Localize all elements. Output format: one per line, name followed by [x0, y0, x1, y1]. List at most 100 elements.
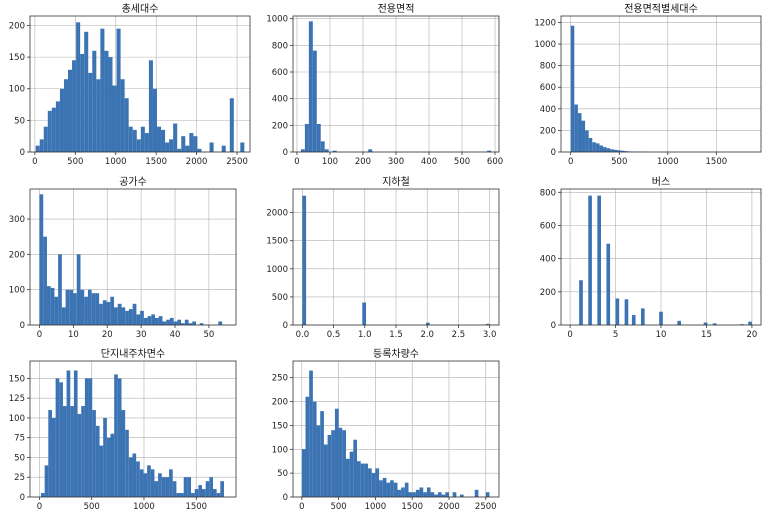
y-tick-label: 50 — [277, 469, 288, 479]
histogram-bar — [302, 195, 307, 325]
histogram-bar — [63, 79, 69, 152]
histogram-bar — [304, 124, 309, 152]
histogram-bar — [76, 254, 81, 325]
histogram-bar — [65, 289, 70, 325]
histogram-bar — [181, 323, 185, 325]
histogram-bar — [169, 469, 173, 497]
histogram-bar — [152, 88, 157, 152]
y-tick-label: 150 — [9, 374, 25, 384]
y-tick-label: 1000 — [266, 265, 288, 275]
histogram-bar — [55, 378, 60, 497]
histogram-bar — [92, 410, 96, 497]
histogram-bar — [189, 133, 194, 152]
histogram-bar — [165, 477, 170, 497]
histogram-bar — [426, 487, 431, 497]
histogram-bar — [331, 430, 335, 497]
x-tick-label: 2500 — [226, 157, 248, 167]
histogram-panel-4: 0 10 20 30 40 50 0 100 200 300 공가수 — [9, 176, 237, 340]
axes-frame — [29, 15, 251, 153]
histogram-bar — [73, 370, 78, 497]
histogram-bar — [677, 320, 681, 325]
y-tick-label: 200 — [272, 398, 288, 408]
histogram-bar — [106, 437, 111, 497]
histogram-bar — [316, 124, 321, 152]
histogram-bar — [143, 473, 148, 497]
histogram-bar — [128, 309, 133, 325]
x-tick-label: 1.0 — [358, 330, 372, 340]
histogram-bar — [125, 310, 129, 325]
x-tick-label: 1000 — [657, 157, 679, 167]
histogram-bar — [425, 322, 430, 325]
y-tick-label: 0 — [20, 321, 25, 331]
histogram-bar — [606, 243, 611, 325]
histogram-bar — [106, 302, 111, 325]
histogram-bar — [390, 480, 394, 497]
histogram-bar — [169, 317, 174, 325]
y-tick-label: 0 — [283, 148, 288, 158]
histogram-bar — [158, 316, 163, 325]
histogram-bar — [112, 85, 117, 152]
histogram-bar — [114, 374, 118, 497]
histogram-bar — [61, 307, 66, 325]
histogram-bar — [199, 323, 204, 325]
histogram-bar — [212, 489, 217, 497]
histogram-bar — [103, 417, 107, 497]
x-tick-label: 500 — [67, 157, 83, 167]
histogram-bar — [323, 444, 328, 497]
x-tick-label: 200 — [355, 157, 371, 167]
histogram-bar — [312, 50, 317, 152]
histogram-bar — [300, 149, 305, 152]
histogram-bar — [617, 150, 621, 152]
histogram-bar — [184, 319, 189, 325]
y-tick-label: 100 — [272, 445, 288, 455]
histogram-bar — [154, 481, 159, 497]
y-tick-label: 0 — [20, 493, 25, 503]
histogram-bar — [54, 296, 59, 325]
histogram-bar — [218, 321, 223, 325]
histogram-bar — [393, 482, 398, 497]
histogram-bar — [193, 136, 198, 152]
histogram-bar — [434, 494, 438, 497]
histogram-bar — [216, 493, 221, 497]
histogram-bar — [574, 104, 578, 152]
histogram-bar — [48, 410, 52, 497]
histogram-bar — [364, 463, 369, 497]
histogram-bar — [96, 79, 101, 152]
histogram-bar — [99, 303, 103, 325]
histogram-bar — [221, 145, 226, 152]
histogram-bar — [631, 315, 636, 325]
histogram-bar — [368, 468, 372, 497]
y-tick-label: 300 — [9, 215, 25, 225]
histogram-bar — [338, 427, 343, 497]
histogram-bar — [132, 453, 137, 497]
x-tick-label: 0 — [567, 330, 572, 340]
histogram-bar — [120, 79, 125, 152]
x-tick-label: 500 — [454, 157, 470, 167]
histogram-bar — [191, 493, 195, 497]
histogram-bar — [132, 303, 137, 325]
histogram-bar — [349, 451, 354, 497]
histogram-bar — [430, 492, 435, 497]
y-tick-label: 200 — [9, 21, 25, 31]
histogram-bar — [437, 492, 442, 497]
histogram-bar — [150, 469, 155, 497]
histogram-bar — [173, 123, 178, 152]
x-tick-label: 0 — [294, 157, 299, 167]
histogram-bar — [703, 322, 708, 325]
histogram-bar — [116, 28, 121, 153]
x-tick-label: 1500 — [145, 157, 167, 167]
histogram-bar — [624, 299, 629, 325]
y-tick-label: 50 — [14, 116, 25, 126]
x-tick-label: 0 — [37, 502, 42, 512]
y-tick-label: 150 — [272, 421, 288, 431]
histogram-bar — [39, 139, 44, 152]
histogram-bar — [312, 401, 317, 497]
y-tick-label: 0 — [283, 321, 288, 331]
histogram-bar — [487, 150, 492, 152]
x-tick-label: 500 — [611, 157, 627, 167]
histogram-bar — [188, 323, 193, 325]
histogram-bar — [441, 494, 446, 497]
histogram-bar — [166, 319, 170, 325]
x-tick-label: 0 — [568, 157, 573, 167]
